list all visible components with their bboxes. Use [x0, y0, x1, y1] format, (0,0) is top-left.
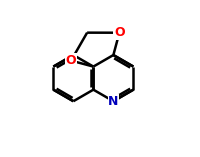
Text: N: N	[108, 95, 118, 108]
Text: O: O	[113, 26, 124, 39]
Text: O: O	[65, 54, 76, 67]
